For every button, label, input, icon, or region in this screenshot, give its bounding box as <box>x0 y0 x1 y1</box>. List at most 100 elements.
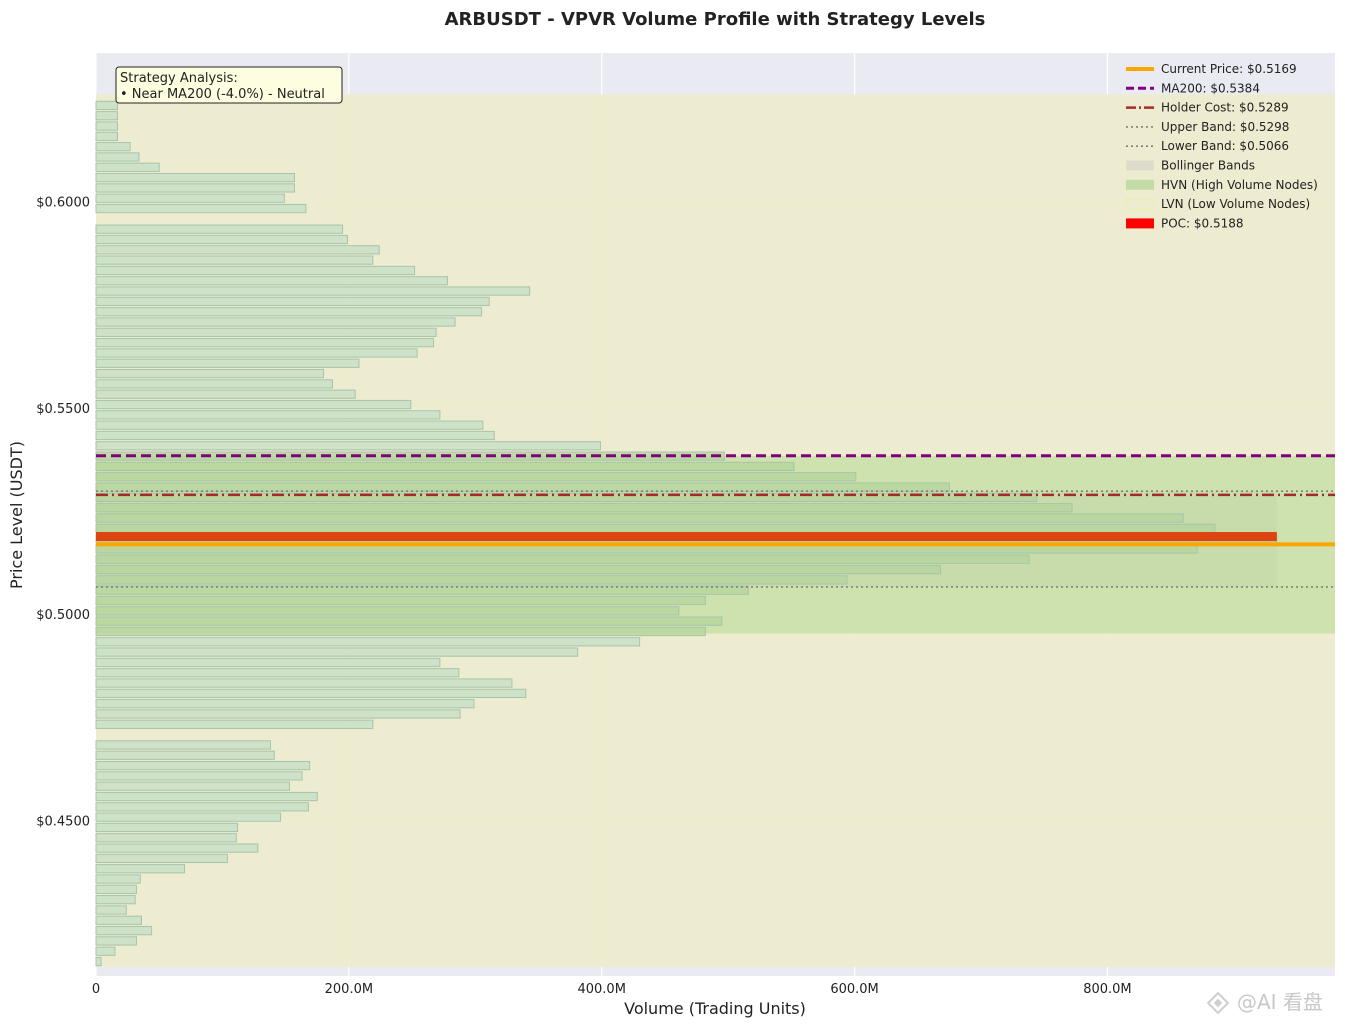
volume-bar <box>95 564 942 575</box>
volume-bar <box>95 740 271 750</box>
volume-bar <box>95 771 303 781</box>
legend-label: Upper Band: $0.5298 <box>1161 120 1289 134</box>
legend-entry: LVN (Low Volume Nodes) <box>1125 197 1310 211</box>
volume-bar <box>95 956 102 967</box>
legend-entry: Current Price: $0.5169 <box>1126 62 1297 76</box>
legend-label: LVN (Low Volume Nodes) <box>1161 197 1310 211</box>
volume-bar <box>95 224 344 234</box>
volume-bar <box>95 606 680 616</box>
volume-bar <box>95 265 416 276</box>
volume-bar <box>95 286 531 296</box>
volume-bar <box>95 523 1216 533</box>
volume-bar <box>95 389 356 399</box>
volume-bar <box>95 554 1030 564</box>
volume-bar <box>95 626 706 637</box>
diamond-logo-icon <box>1206 991 1230 1015</box>
volume-bar <box>95 410 441 420</box>
volume-bar <box>95 472 857 482</box>
y-tick-label: $0.4500 <box>36 814 90 829</box>
legend-entry: POC: $0.5188 <box>1126 216 1244 230</box>
volume-bar <box>95 379 333 389</box>
volume-bar <box>95 647 579 657</box>
volume-bar <box>95 482 950 492</box>
volume-bar <box>95 616 723 626</box>
volume-bar <box>95 668 460 678</box>
volume-bar <box>95 430 495 441</box>
strategy-analysis-box: Strategy Analysis: • Near MA200 (-4.0%) … <box>115 66 343 104</box>
volume-bars <box>95 100 1278 967</box>
legend-swatch <box>1126 179 1154 190</box>
legend-label: MA200: $0.5384 <box>1161 81 1260 95</box>
volume-bar <box>95 895 136 905</box>
volume-bar <box>95 162 160 172</box>
volume-bar <box>95 760 311 771</box>
volume-bar <box>95 905 127 915</box>
axis-ticks: 0 200.0M 400.0M 600.0M 800.0M $0.4500 $0.5000 $… <box>36 196 1131 997</box>
volume-bar <box>95 111 118 121</box>
volume-bar <box>95 307 483 317</box>
legend-label: Current Price: $0.5169 <box>1161 62 1297 76</box>
volume-bar <box>95 699 475 709</box>
annotation-frame <box>115 66 343 104</box>
volume-bar <box>95 327 437 337</box>
annotation-line-1: Strategy Analysis: <box>120 71 238 86</box>
legend-swatch <box>1126 160 1154 171</box>
volume-bar <box>95 688 527 698</box>
volume-bar <box>95 925 153 936</box>
volume-bar <box>95 915 143 925</box>
volume-bar <box>95 183 295 193</box>
x-tick-label: 800.0M <box>1083 982 1131 997</box>
volume-bar <box>95 338 435 348</box>
volume-bar <box>95 936 137 946</box>
volume-bar <box>95 245 380 255</box>
volume-bar <box>95 461 795 472</box>
volume-bar <box>95 276 448 286</box>
volume-bar <box>95 193 285 203</box>
legend-swatch <box>1126 218 1154 229</box>
x-tick-label: 400.0M <box>577 982 625 997</box>
chart-title: ARBUSDT - VPVR Volume Profile with Strat… <box>445 9 986 30</box>
volume-bar <box>95 884 137 894</box>
volume-bar <box>95 833 237 843</box>
annotation-line-2: • Near MA200 (-4.0%) - Neutral <box>120 87 325 102</box>
volume-bar <box>95 709 461 719</box>
legend-label: POC: $0.5188 <box>1161 216 1244 230</box>
legend: Current Price: $0.5169 MA200: $0.5384 Hold… <box>1125 62 1318 230</box>
volume-bar <box>95 100 118 111</box>
y-tick-label: $0.6000 <box>36 196 90 211</box>
volume-bar <box>95 719 374 729</box>
volume-bar <box>95 750 275 760</box>
volume-bar <box>95 131 118 141</box>
volume-bar <box>95 637 641 647</box>
volume-bar <box>95 678 513 688</box>
volume-bar <box>95 513 1184 523</box>
volume-bar <box>95 781 290 791</box>
volume-bar <box>95 946 116 956</box>
watermark: @AI 看盘 <box>1206 990 1323 1015</box>
volume-bar <box>95 368 325 379</box>
legend-entry: Holder Cost: $0.5289 <box>1126 101 1289 115</box>
legend-entry: MA200: $0.5384 <box>1126 81 1260 95</box>
volume-bar <box>95 317 456 327</box>
legend-label: Bollinger Bands <box>1161 159 1255 173</box>
volume-bar <box>95 575 848 585</box>
y-axis-label: Price Level (USDT) <box>7 441 26 589</box>
volume-bar <box>95 121 118 131</box>
volume-bar <box>95 172 295 183</box>
legend-entry: Lower Band: $0.5066 <box>1126 139 1289 153</box>
legend-swatch <box>1125 198 1155 210</box>
legend-label: HVN (High Volume Nodes) <box>1161 178 1318 192</box>
volume-bar <box>95 358 360 368</box>
volume-bar <box>95 348 418 358</box>
volume-bar <box>95 234 349 245</box>
volume-bar <box>95 492 1038 503</box>
volume-bar <box>95 142 131 152</box>
legend-label: Lower Band: $0.5066 <box>1161 139 1289 153</box>
volume-bar <box>95 864 185 874</box>
volume-bar <box>95 585 749 595</box>
volume-bar <box>95 420 484 430</box>
legend-entry: HVN (High Volume Nodes) <box>1126 178 1318 192</box>
volume-bar <box>95 657 441 668</box>
volume-bar <box>95 802 309 812</box>
